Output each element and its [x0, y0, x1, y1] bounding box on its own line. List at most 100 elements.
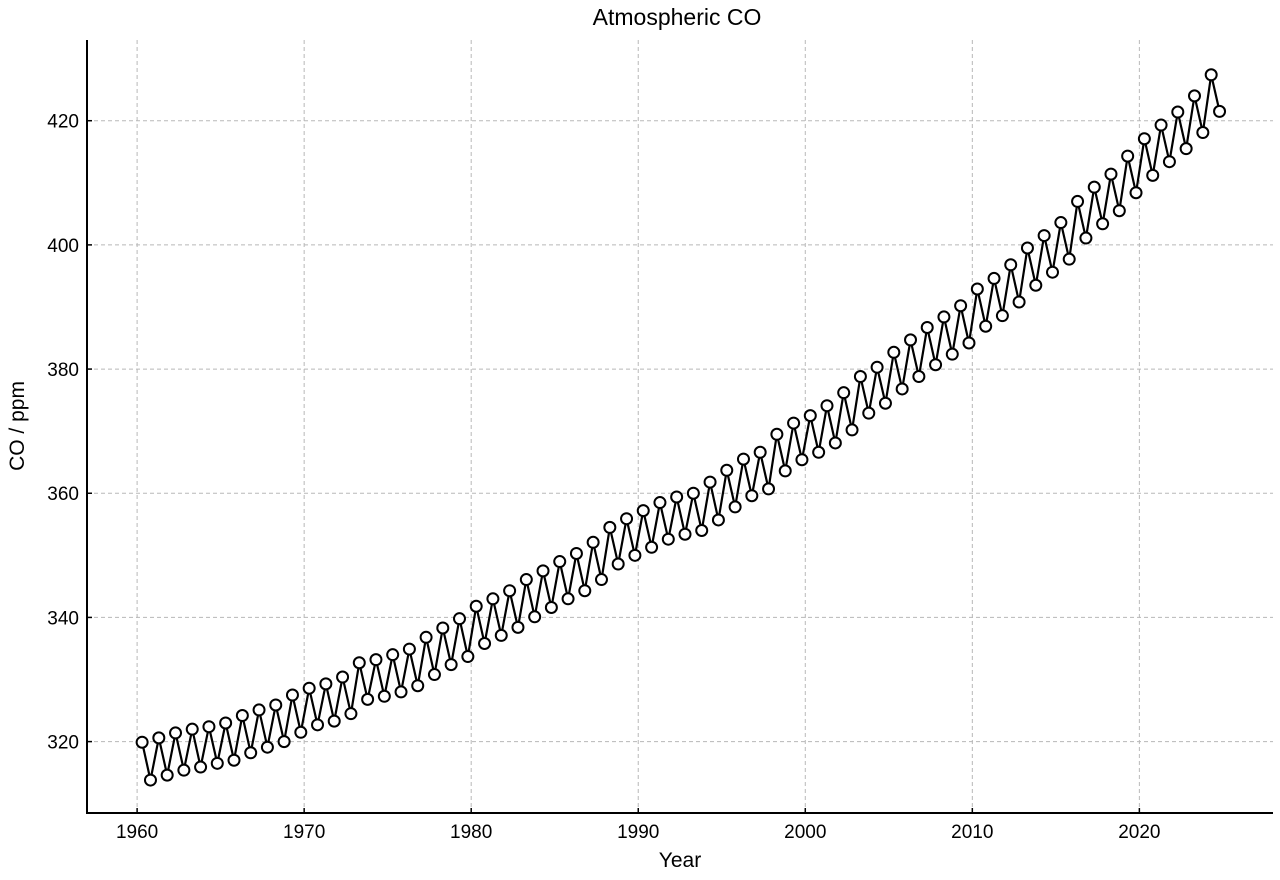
data-point: [519, 573, 533, 587]
data-point: [352, 656, 366, 670]
x-tick-label: 2000: [784, 822, 826, 843]
data-point: [828, 436, 842, 450]
data-point: [887, 345, 901, 359]
data-point: [444, 658, 458, 672]
y-tick-label: 420: [47, 112, 79, 133]
x-tick-label: 1970: [283, 822, 325, 843]
chart-title: Atmospheric CO: [593, 4, 762, 30]
data-point: [1171, 105, 1185, 119]
y-tick-label: 380: [47, 360, 79, 381]
x-tick-label: 1990: [617, 822, 659, 843]
data-point: [954, 299, 968, 313]
data-point: [904, 333, 918, 347]
data-point: [302, 681, 316, 695]
data-point: [753, 445, 767, 459]
data-point: [1071, 194, 1085, 208]
data-point: [544, 600, 558, 614]
data-point: [878, 396, 892, 410]
data-point: [561, 592, 575, 606]
data-point: [987, 271, 1001, 285]
data-point: [1213, 104, 1227, 118]
data-point: [653, 496, 667, 510]
data-point: [194, 760, 208, 774]
data-point: [594, 573, 608, 587]
data-point: [1162, 155, 1176, 169]
data-point: [277, 735, 291, 749]
x-tick-label: 1980: [450, 822, 492, 843]
data-point: [895, 382, 909, 396]
data-point: [770, 427, 784, 441]
data-point: [845, 423, 859, 437]
data-point: [152, 731, 166, 745]
data-point: [185, 722, 199, 736]
data-point: [244, 746, 258, 760]
data-point: [703, 475, 717, 489]
data-point: [386, 648, 400, 662]
y-tick-label: 340: [47, 608, 79, 629]
data-point: [586, 535, 600, 549]
data-point: [377, 689, 391, 703]
data-point: [736, 452, 750, 466]
data-point: [603, 520, 617, 534]
data-point: [135, 735, 149, 749]
data-point: [285, 688, 299, 702]
data-point: [803, 409, 817, 423]
data-point: [1096, 217, 1110, 231]
data-point: [1079, 231, 1093, 245]
data-point: [143, 773, 157, 787]
data-point: [787, 416, 801, 430]
data-point: [929, 358, 943, 372]
data-point: [661, 532, 675, 546]
data-point: [1037, 229, 1051, 243]
data-point: [461, 650, 475, 664]
data-point: [235, 709, 249, 723]
data-point: [711, 513, 725, 527]
data-point: [336, 670, 350, 684]
data-point: [620, 512, 634, 526]
data-point: [995, 309, 1009, 323]
x-axis-title: Year: [659, 849, 701, 872]
data-point: [528, 610, 542, 624]
data-point: [478, 637, 492, 650]
data-point: [569, 546, 583, 560]
data-point: [294, 725, 308, 739]
data-point: [469, 599, 483, 613]
data-point: [695, 524, 709, 537]
data-point: [979, 319, 993, 333]
data-point: [611, 557, 625, 571]
data-point: [762, 482, 776, 496]
data-point: [511, 620, 525, 634]
data-point: [1012, 295, 1026, 309]
data-point: [319, 677, 333, 691]
data-point: [578, 584, 592, 598]
data-point: [494, 628, 508, 642]
data-point: [160, 768, 174, 782]
data-point: [1104, 167, 1118, 181]
y-tick-label: 360: [47, 484, 79, 505]
y-axis-title: CO / ppm: [6, 381, 29, 471]
data-point: [202, 720, 216, 734]
co2-series-line: [141, 73, 1221, 782]
data-point: [795, 453, 809, 467]
data-point: [1054, 216, 1068, 230]
data-point: [745, 489, 759, 503]
data-point: [686, 486, 700, 500]
data-point: [1129, 186, 1143, 200]
data-point: [1121, 149, 1135, 163]
axes: [86, 40, 1273, 814]
data-point: [1196, 126, 1210, 140]
data-point: [820, 399, 834, 413]
data-point: [419, 630, 433, 644]
data-point: [628, 548, 642, 562]
data-point: [344, 707, 358, 721]
data-point: [436, 621, 450, 635]
data-point: [937, 310, 951, 324]
data-point: [361, 692, 375, 706]
data-point: [227, 753, 241, 767]
data-point: [1204, 68, 1218, 82]
data-point: [1112, 204, 1126, 218]
data-point: [252, 703, 266, 717]
data-point: [970, 282, 984, 296]
data-point: [962, 336, 976, 350]
